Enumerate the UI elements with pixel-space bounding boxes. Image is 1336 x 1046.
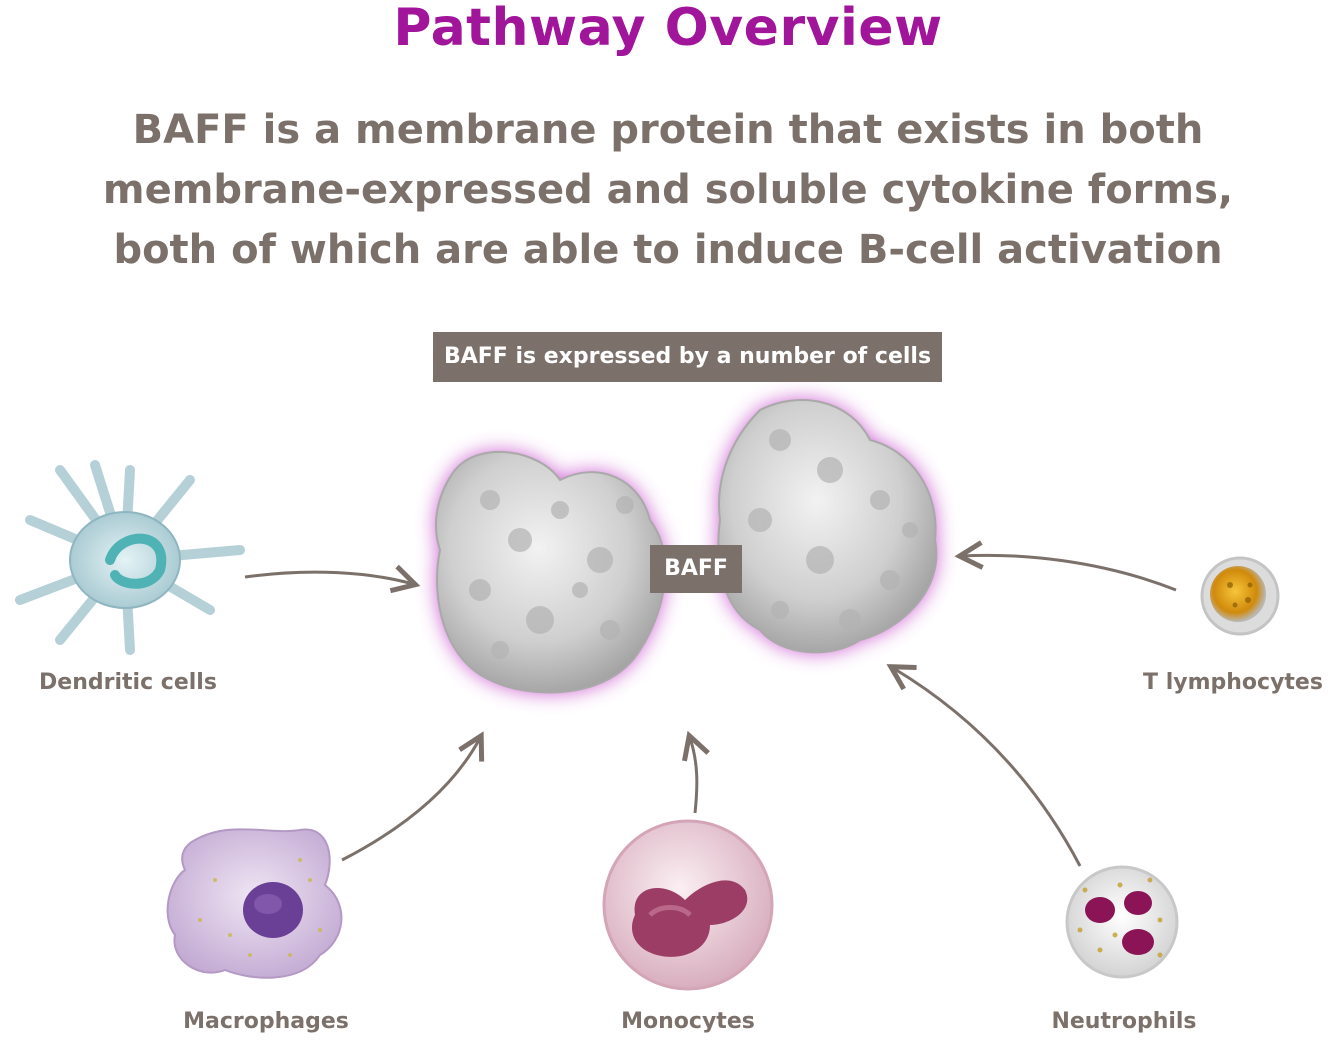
- dendritic-cell-icon: [15, 460, 245, 655]
- arrow-dendritic-to-baff: [244, 572, 413, 584]
- headline-line-2: membrane-expressed and soluble cytokine …: [102, 167, 1234, 213]
- label-t-lymphocytes: T lymphocytes: [1143, 670, 1323, 695]
- t-lymphocyte-icon: [1200, 556, 1280, 636]
- headline-line-1: BAFF is a membrane protein that exists i…: [132, 107, 1204, 153]
- caption-box: BAFF is expressed by a number of cells: [433, 332, 942, 382]
- page-title: Pathway Overview: [393, 0, 943, 58]
- baff-protein-right: [717, 399, 938, 654]
- neutrophil-icon: [1065, 865, 1179, 979]
- label-neutrophils: Neutrophils: [1051, 1009, 1197, 1034]
- arrow-macrophage-to-baff: [341, 738, 480, 862]
- arrow-monocyte-to-baff: [690, 738, 697, 814]
- baff-protein-left: [434, 450, 667, 694]
- baff-label: BAFF: [650, 545, 742, 593]
- label-monocytes: Monocytes: [621, 1009, 755, 1034]
- headline: BAFF is a membrane protein that exists i…: [0, 100, 1336, 280]
- label-dendritic-cells: Dendritic cells: [39, 670, 217, 695]
- monocyte-icon: [602, 819, 774, 991]
- arrow-neutrophil-to-baff: [893, 668, 1082, 867]
- arrow-tlymphocyte-to-baff: [962, 555, 1177, 592]
- headline-line-3: both of which are able to induce B-cell …: [113, 227, 1223, 273]
- macrophage-icon: [166, 828, 343, 979]
- label-macrophages: Macrophages: [183, 1009, 349, 1034]
